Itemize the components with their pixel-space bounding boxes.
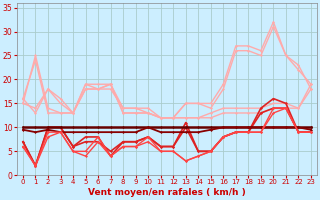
X-axis label: Vent moyen/en rafales ( km/h ): Vent moyen/en rafales ( km/h ) <box>88 188 246 197</box>
